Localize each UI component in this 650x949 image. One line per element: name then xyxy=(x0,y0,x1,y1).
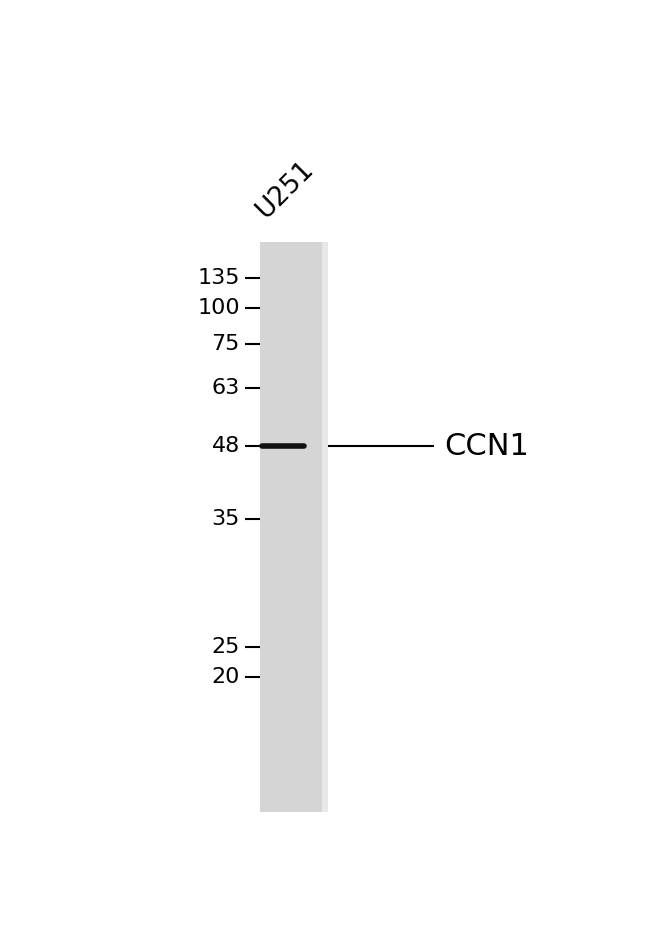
Text: 100: 100 xyxy=(198,298,240,318)
Text: 35: 35 xyxy=(211,510,240,530)
Text: 20: 20 xyxy=(211,666,240,686)
Text: 25: 25 xyxy=(211,638,240,658)
Bar xyxy=(260,242,328,811)
Text: CCN1: CCN1 xyxy=(444,432,529,461)
Text: 48: 48 xyxy=(212,437,240,456)
Text: 63: 63 xyxy=(212,378,240,398)
Bar xyxy=(322,242,328,811)
Text: U251: U251 xyxy=(252,156,319,224)
Text: 75: 75 xyxy=(211,334,240,354)
Text: 135: 135 xyxy=(198,269,240,288)
